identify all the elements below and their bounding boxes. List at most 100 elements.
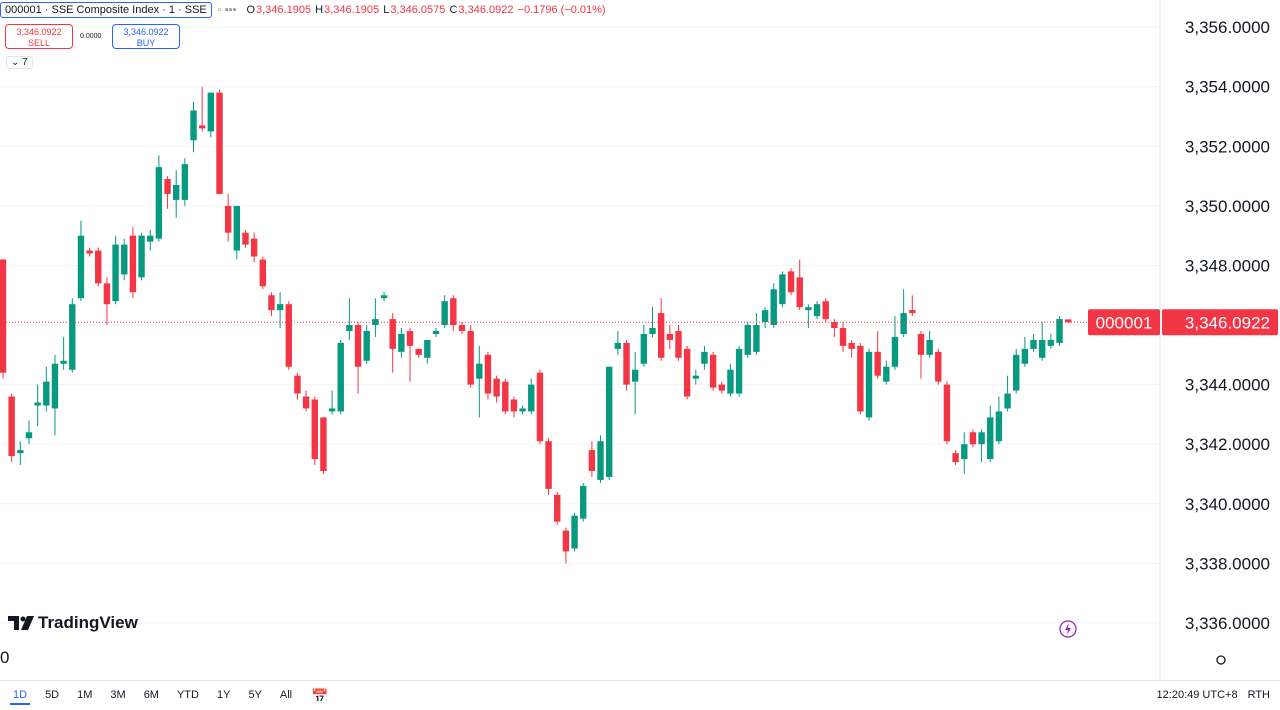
last-price-box: [1162, 309, 1278, 336]
candle-body: [51, 363, 59, 409]
c-value: 3,346.0922: [458, 4, 514, 16]
lightning-glyph: [1065, 623, 1071, 635]
candle-body: [805, 307, 812, 311]
candle-body: [138, 235, 145, 278]
date-range-icon[interactable]: 📅: [311, 687, 329, 704]
candle-body: [493, 378, 500, 397]
range-button[interactable]: 3M: [110, 689, 126, 701]
range-button[interactable]: 5Y: [248, 689, 262, 701]
candle-body: [943, 384, 951, 442]
candle-body: [69, 304, 76, 370]
range-button[interactable]: 1M: [77, 689, 93, 701]
candle-body: [735, 348, 743, 394]
candle-body: [77, 235, 85, 299]
range-button[interactable]: 6M: [143, 689, 159, 701]
candle-body: [562, 530, 570, 552]
candle-body: [276, 304, 284, 311]
candle-body: [597, 441, 604, 480]
time-label: 0: [0, 648, 10, 667]
candle-body: [242, 232, 249, 245]
candle-body: [831, 322, 838, 329]
candle-body: [761, 310, 769, 323]
candle-body: [43, 381, 50, 406]
settings-icon[interactable]: [1216, 655, 1226, 665]
candle-body: [311, 399, 318, 460]
y-tick-label: 3,352.0000: [1185, 137, 1270, 156]
candle-body: [536, 372, 544, 442]
candle-body: [926, 339, 933, 355]
candle-body: [891, 336, 899, 367]
candle-body: [328, 408, 336, 412]
y-tick-label: 3,336.0000: [1185, 614, 1270, 633]
candle-body: [995, 411, 1003, 442]
candle-body: [173, 185, 180, 200]
y-tick-label: 3,348.0000: [1185, 256, 1270, 275]
candle-body: [917, 333, 925, 355]
candle-body: [554, 494, 561, 522]
logo-mark: [8, 616, 34, 630]
c-label: C: [449, 4, 458, 16]
candle-body: [207, 92, 215, 132]
more-icon[interactable]: ▫ ▪▪▪: [217, 4, 237, 16]
candle-body: [155, 167, 163, 239]
candle-body: [112, 244, 119, 302]
range-button[interactable]: 1Y: [216, 689, 231, 701]
indicators-toggle[interactable]: ⌄ 7: [6, 56, 33, 69]
range-button[interactable]: YTD: [176, 689, 199, 701]
y-tick-label: 3,350.0000: [1185, 197, 1270, 216]
candle-body: [545, 441, 552, 489]
candle-body: [34, 402, 41, 406]
candle-body: [701, 351, 708, 364]
clock: 12:20:49 UTC+8: [1156, 689, 1238, 701]
range-button[interactable]: 1D: [10, 687, 31, 705]
candle-body: [1064, 319, 1072, 323]
change: −0.1796 (−0.01%): [517, 4, 606, 16]
candle-body: [432, 330, 440, 334]
candle-body: [8, 396, 15, 457]
candle-body: [415, 348, 422, 355]
session[interactable]: RTH: [1247, 689, 1270, 701]
candle-body: [640, 333, 648, 364]
logo[interactable]: TradingView: [8, 613, 138, 633]
range-button[interactable]: 5D: [45, 689, 60, 701]
sell-button[interactable]: 3,346.0922 SELL: [5, 24, 73, 49]
candle-body: [528, 384, 535, 412]
candle-body: [1021, 348, 1029, 364]
legend-header: 000001 · SSE Composite Index · 1 · SSE ▫…: [0, 0, 607, 20]
symbol[interactable]: 000001 · SSE Composite Index · 1 · SSE: [0, 2, 212, 18]
range-list: 1D 5D 1M 3M 6M YTD 1Y 5Y All: [0, 687, 297, 705]
candle-body: [224, 205, 232, 233]
candle-body: [779, 274, 786, 305]
candle-body: [441, 301, 448, 326]
h-value: 3,346.1905: [324, 4, 380, 16]
range-button[interactable]: All: [279, 689, 293, 701]
candle-body: [727, 369, 734, 394]
candle-body: [623, 342, 630, 385]
candle-body: [744, 325, 751, 355]
candle-body: [787, 271, 795, 293]
l-value: 3,346.0575: [390, 4, 446, 16]
candle-body: [86, 250, 93, 254]
buy-button[interactable]: 3,346.0922 BUY: [112, 24, 180, 49]
candle-body: [121, 244, 128, 275]
buy-label: BUY: [136, 38, 156, 48]
ohlc: O3,346.1905 H3,346.1905 L3,346.0575 C3,3…: [246, 4, 606, 16]
candle-body: [259, 259, 266, 287]
candle-body: [606, 366, 613, 477]
candle-body: [1047, 339, 1055, 346]
candle-body: [129, 235, 137, 293]
sell-price: 3,346.0922: [16, 27, 62, 37]
candle-body: [969, 432, 977, 445]
candle-body: [580, 485, 587, 519]
sell-label: SELL: [27, 38, 51, 48]
candle-body: [103, 283, 111, 305]
bottom-toolbar: 1D 5D 1M 3M 6M YTD 1Y 5Y All 📅 12:20:49 UTC+8 RTH: [0, 680, 1280, 710]
candle-body: [389, 319, 396, 349]
candle-body: [354, 325, 362, 367]
candle-body: [519, 408, 526, 412]
candle-body: [883, 366, 890, 382]
candle-body: [363, 330, 370, 361]
candle-body: [692, 375, 699, 379]
candle-body: [164, 179, 171, 194]
lightning-icon[interactable]: [1059, 620, 1077, 638]
